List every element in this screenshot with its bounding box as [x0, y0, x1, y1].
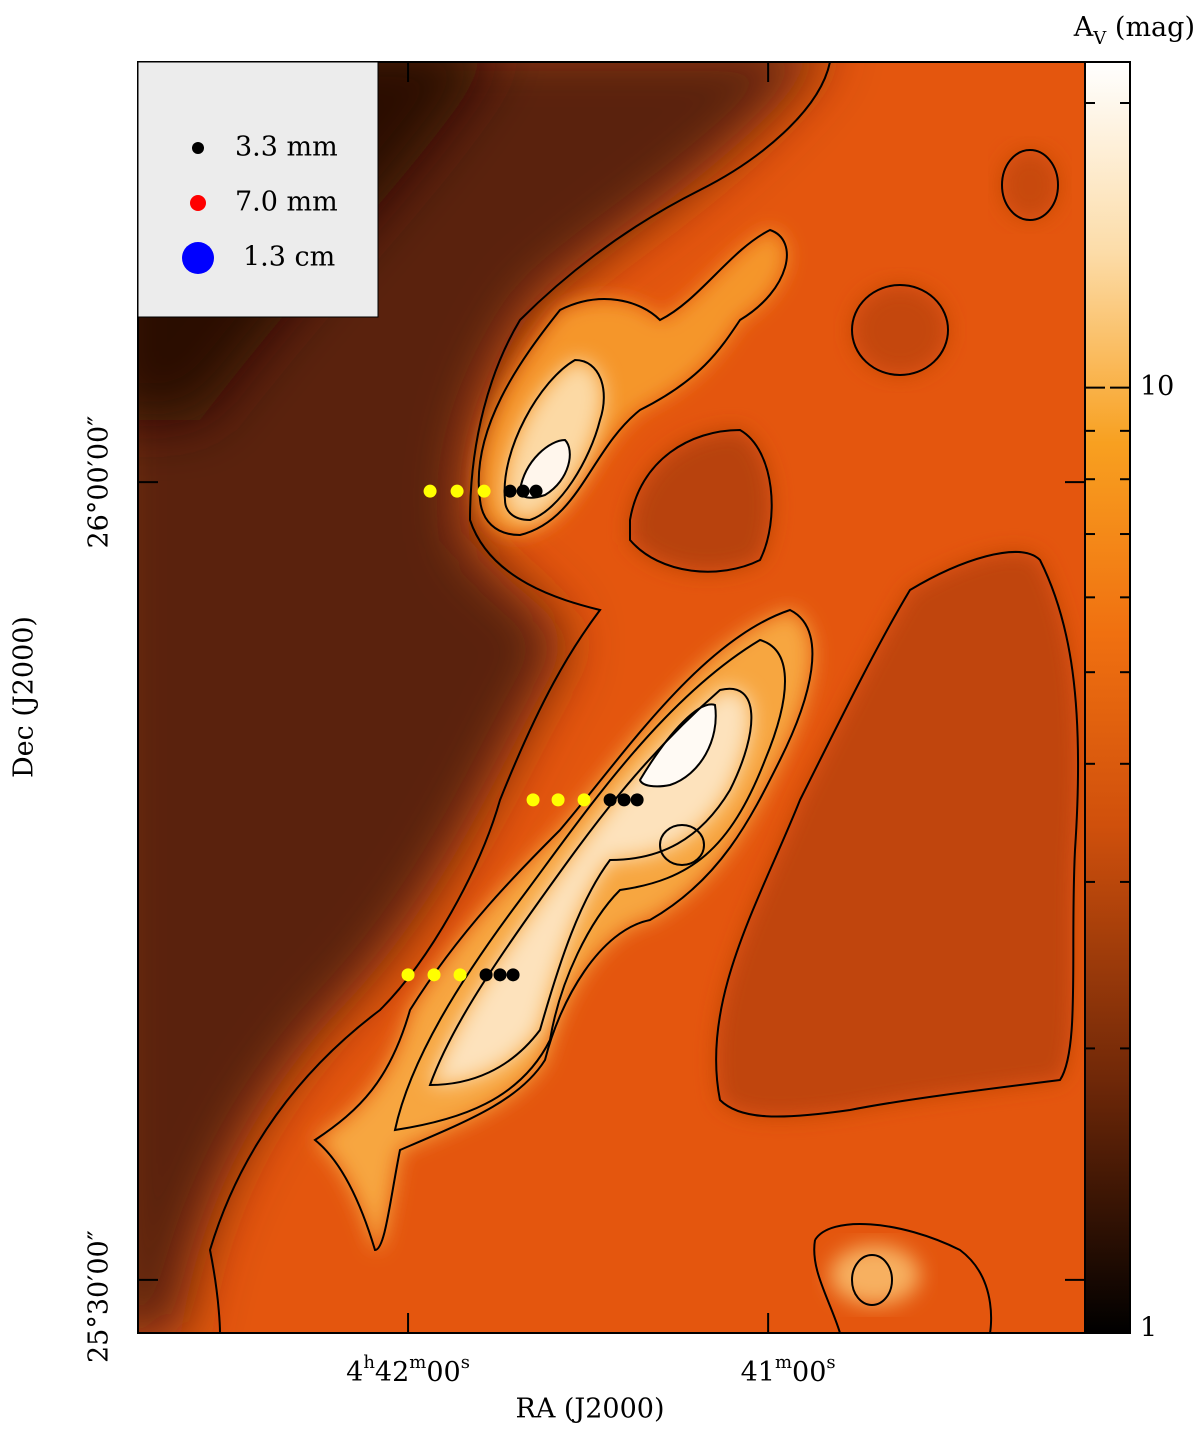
data-point [603, 793, 617, 807]
y-tick-label: 25°30′00″ [84, 1230, 115, 1363]
data-point [551, 793, 565, 807]
legend-label: 7.0 mm [235, 187, 338, 218]
colorbar-tick-label: 10 [1140, 371, 1174, 402]
x-axis-label: RA (J2000) [515, 1394, 664, 1425]
data-point [516, 484, 530, 498]
y-tick-label: 26°00′00″ [84, 416, 115, 549]
data-point [479, 968, 493, 982]
data-point [529, 484, 543, 498]
x-tick-label: 4h42m00s [346, 1352, 470, 1388]
extinction-map [138, 62, 1085, 1333]
legend-marker [190, 195, 206, 211]
data-point [506, 968, 520, 982]
y-axis-label: Dec (J2000) [9, 616, 40, 778]
legend-box [137, 61, 379, 318]
legend-label: 3.3 mm [235, 132, 338, 163]
legend-marker [192, 142, 204, 154]
colorbar-label: AV (mag) [1073, 12, 1195, 49]
data-point [427, 968, 441, 982]
legend-marker [182, 242, 214, 274]
data-point [617, 793, 631, 807]
data-point [577, 793, 591, 807]
data-point [526, 793, 540, 807]
data-point [503, 484, 517, 498]
data-point [453, 968, 467, 982]
data-point [401, 968, 415, 982]
legend-label: 1.3 cm [243, 242, 335, 273]
data-point [477, 484, 491, 498]
colorbar-tick-label: 1 [1140, 1313, 1157, 1344]
colorbar [1084, 61, 1131, 1334]
markers [401, 484, 644, 982]
x-tick-label: 41m00s [741, 1352, 836, 1388]
data-point [423, 484, 437, 498]
data-point [630, 793, 644, 807]
data-point [493, 968, 507, 982]
data-point [450, 484, 464, 498]
